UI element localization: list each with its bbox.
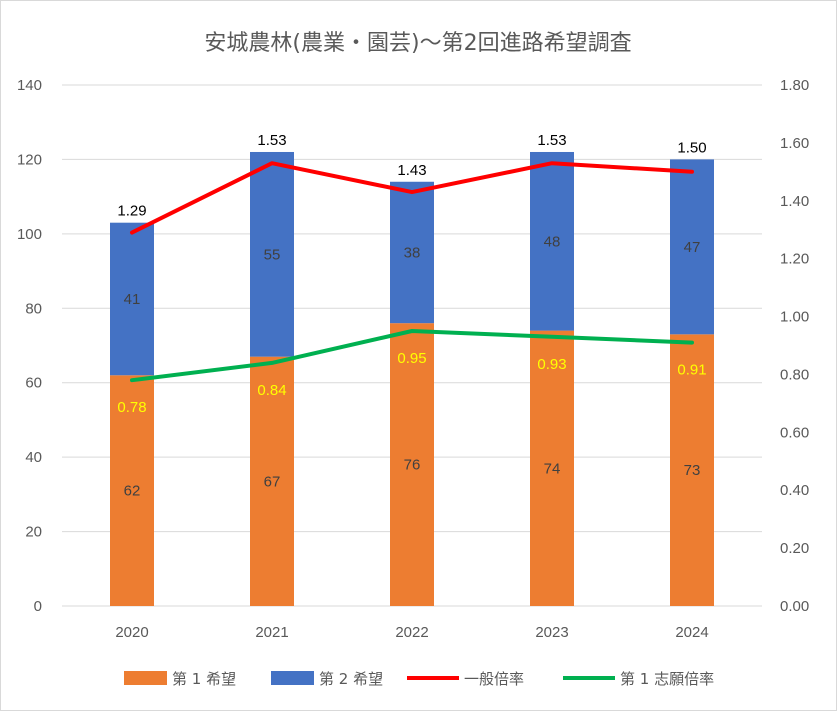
y2-tick-label: 0.40 bbox=[780, 482, 809, 499]
y-tick-label: 0 bbox=[34, 598, 42, 615]
bar-second-choice bbox=[110, 222, 154, 376]
line-general-ratio bbox=[130, 161, 694, 235]
y2-tick-label: 0.80 bbox=[780, 366, 809, 383]
bar-first-choice bbox=[390, 323, 434, 606]
bar-first-choice bbox=[110, 375, 154, 606]
y-tick-label: 120 bbox=[17, 151, 42, 168]
y-tick-label: 40 bbox=[25, 449, 42, 466]
bar-labels: 62 41 67 55 76 38 74 48 73 47 bbox=[124, 233, 701, 499]
line-value-label: 0.84 bbox=[257, 382, 286, 399]
y-tick-label: 20 bbox=[25, 524, 42, 541]
right-axis-ticks: 0.00 0.20 0.40 0.60 0.80 1.00 1.20 1.40 1.60 1.80 bbox=[780, 77, 809, 615]
legend-swatch bbox=[271, 671, 314, 685]
line-value-label: 0.93 bbox=[537, 356, 566, 373]
y2-tick-label: 0.20 bbox=[780, 540, 809, 557]
legend-label: 第 2 希望 bbox=[319, 670, 383, 688]
bar-value-label: 48 bbox=[544, 233, 561, 250]
bar-first-choice bbox=[670, 334, 714, 606]
y2-tick-label: 1.20 bbox=[780, 251, 809, 268]
y2-tick-label: 1.60 bbox=[780, 135, 809, 152]
line-value-label: 1.43 bbox=[397, 162, 426, 179]
y2-tick-label: 1.40 bbox=[780, 193, 809, 210]
legend-label: 第 1 志願倍率 bbox=[620, 670, 714, 688]
line-value-label: 1.50 bbox=[677, 139, 706, 156]
y2-tick-label: 1.80 bbox=[780, 77, 809, 94]
line-value-label: 1.53 bbox=[537, 132, 566, 149]
chart-title: 安城農林(農業・園芸)〜第2回進路希望調査 bbox=[204, 31, 631, 56]
y-tick-label: 60 bbox=[25, 375, 42, 392]
bar-second-choice bbox=[670, 159, 714, 335]
line-value-label: 0.91 bbox=[677, 362, 706, 379]
legend-label: 一般倍率 bbox=[464, 670, 524, 688]
bar-value-label: 73 bbox=[684, 462, 701, 479]
y-tick-label: 100 bbox=[17, 226, 42, 243]
x-tick-label: 2020 bbox=[115, 624, 148, 641]
bar-value-label: 41 bbox=[124, 291, 141, 308]
line-first-choice-ratio bbox=[130, 329, 694, 383]
bar-first-choice bbox=[250, 356, 294, 606]
line-value-label: 1.53 bbox=[257, 132, 286, 149]
bar-second-choice bbox=[390, 181, 434, 324]
line-value-label: 1.29 bbox=[117, 203, 146, 220]
lines bbox=[130, 161, 694, 383]
x-axis-ticks: 2020 2021 2022 2023 2024 bbox=[115, 624, 708, 641]
y2-tick-label: 0.60 bbox=[780, 424, 809, 441]
y2-tick-label: 1.00 bbox=[780, 309, 809, 326]
legend: 第 1 希望 第 2 希望 一般倍率 第 1 志願倍率 bbox=[124, 670, 714, 688]
bar-value-label: 74 bbox=[544, 460, 561, 477]
y-tick-label: 140 bbox=[17, 77, 42, 94]
line-value-label: 0.95 bbox=[397, 350, 426, 367]
bar-second-choice bbox=[250, 151, 294, 357]
bar-value-label: 55 bbox=[264, 246, 281, 263]
legend-label: 第 1 希望 bbox=[172, 670, 236, 688]
x-tick-label: 2023 bbox=[535, 624, 568, 641]
bar-first-choice bbox=[530, 330, 574, 606]
y2-tick-label: 0.00 bbox=[780, 598, 809, 615]
y-tick-label: 80 bbox=[25, 300, 42, 317]
bar-value-label: 62 bbox=[124, 483, 141, 500]
left-axis-ticks: 0 20 40 60 80 100 120 140 bbox=[17, 77, 42, 615]
line-value-label: 0.78 bbox=[117, 399, 146, 416]
x-tick-label: 2022 bbox=[395, 624, 428, 641]
legend-swatch bbox=[124, 671, 167, 685]
bar-second-choice bbox=[530, 151, 574, 331]
bar-value-label: 76 bbox=[404, 457, 421, 474]
bar-value-label: 67 bbox=[264, 473, 281, 490]
line-labels: 1.29 1.53 1.43 1.53 1.50 0.78 0.84 0.95 0.93 0.91 bbox=[117, 132, 706, 416]
bar-value-label: 38 bbox=[404, 244, 421, 261]
x-tick-label: 2021 bbox=[255, 624, 288, 641]
bar-value-label: 47 bbox=[684, 239, 701, 256]
bars bbox=[110, 151, 714, 606]
x-tick-label: 2024 bbox=[675, 624, 708, 641]
